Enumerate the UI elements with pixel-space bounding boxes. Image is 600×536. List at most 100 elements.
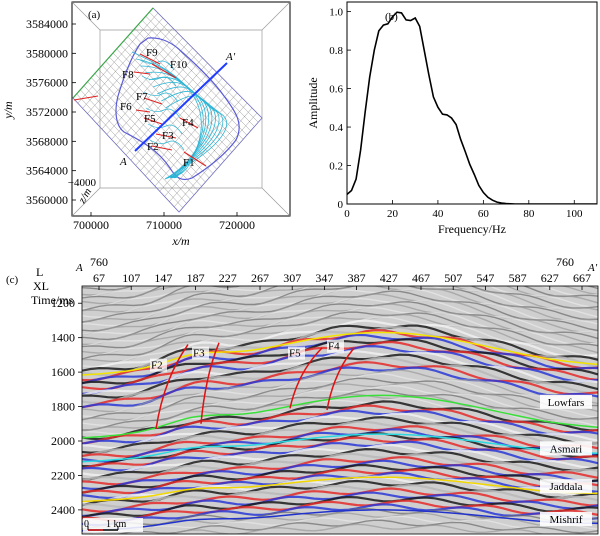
panel-b-spectrum: 0 20 40 60 80 100 0 0.2 0.4 0.6 0.8 1.0 (b) Frequen… [306,1,598,236]
seismic-reflector [82,409,598,445]
seismic-reflector [82,468,598,495]
grid-line [149,11,259,123]
panel-a-contours [115,37,240,181]
panel-c-time-label: Time/ms [31,293,74,307]
panel-c-label: (c) [6,274,19,286]
x-tick-label: 0 [344,208,350,220]
seismic-fault [326,347,355,411]
grid-line [149,87,233,182]
xl-tick-label: 667 [573,271,591,285]
seismic-fault [289,347,323,409]
horizon-label-jaddala: Jaddala [550,481,583,493]
seismic-reflector [82,290,598,341]
panel-b-label: (b) [385,11,398,23]
seismic-reflector [82,286,598,327]
seismic-reflector [82,286,598,305]
x-tick-label: 60 [478,208,490,220]
seismic-reflector [82,412,598,449]
map-fault-label-f3: F3 [162,130,174,142]
seismic-reflector [82,369,598,413]
section-line-a-a-prime [134,62,228,152]
grid-line [145,16,255,127]
contour-line [164,95,228,180]
grid-edge [72,7,154,99]
seismic-reflector [82,301,598,349]
map-fault [151,145,173,151]
panel-a-box-edges [71,1,291,217]
horizon-jaddala [82,476,598,503]
y-tick-label: 3572000 [26,105,68,119]
grid-line [134,28,244,140]
y-tick-label: 0.4 [329,122,343,134]
y-tick-label: 0 [338,199,344,211]
xl-tick-label: 587 [509,271,527,285]
seismic-reflector [82,393,598,433]
time-tick-label: 1600 [51,365,75,379]
map-fault [135,109,151,113]
grid-line [174,112,258,207]
y-tick-label: 1.0 [329,7,343,19]
seismic-reflector [82,384,598,427]
section-fault-label-f4: F4 [328,341,340,353]
seismic-reflector [82,313,598,363]
seismic-reflectors [82,286,598,534]
panel-a-faults [73,53,207,167]
seismic-reflector [82,456,598,486]
map-fault-label-f2: F2 [147,141,159,153]
map-fault [143,97,163,105]
grid-line [145,82,228,176]
seismic-reflector [82,382,598,421]
xl-tick-label: 347 [315,271,333,285]
map-fault [179,117,199,129]
time-tick-label: 1400 [51,331,75,345]
xl-tick-label: 467 [412,271,430,285]
panel-c-frame [81,285,599,535]
x-tick-label: 720000 [219,218,255,232]
grid-line [138,24,248,136]
seismic-faults [155,342,355,430]
y-tick-label: 3584000 [26,17,68,31]
horizon-label-box [540,511,592,526]
contour-line [148,77,213,179]
panel-c-line-end: A′ [587,262,598,274]
xl-tick-label: 107 [122,271,140,285]
panel-c-xl-row-label: XL [33,279,49,293]
grid-line [130,67,213,161]
y-tick-label: 0.2 [329,161,343,173]
panel-a-line-start-label: A [119,156,127,168]
map-fault-label-f5: F5 [144,113,156,125]
horizon-label-box [540,479,592,494]
panel-b-x-axis-label: Frequency/Hz [438,222,506,236]
panel-a-y-axis-label: y/m [1,101,15,120]
section-fault-label-f3: F3 [193,348,205,360]
time-tick-label: 2400 [51,503,75,517]
y-tick-label: 3560000 [26,193,68,207]
panel-a-z-tick: −4000 [68,177,97,189]
map-fault [143,117,163,125]
map-fault [151,63,177,79]
panel-c-l-start-value: 760 [90,255,108,269]
horizon-asmari [82,433,598,463]
x-tick-label: 40 [432,208,444,220]
section-fault-label-f5: F5 [289,348,301,360]
seismic-reflector [82,440,598,472]
map-fault [139,53,161,65]
panel-a-line-end-label: A′ [225,51,236,63]
contour-line [136,58,204,179]
map-fault-label-f6: F6 [120,101,132,113]
seismic-reflector [82,425,598,458]
seismic-reflector [82,452,598,482]
seismic-reflector [82,495,598,519]
y-tick-label: 3580000 [26,46,68,60]
panel-a-label: (a) [88,9,101,21]
time-tick-label: 1800 [51,400,75,414]
seismic-fault [155,344,189,430]
contour-line [141,75,177,87]
interpreted-horizons [82,331,598,532]
fault-label-box [150,358,167,372]
seismic-reflector [82,515,598,534]
map-fault-label-f8: F8 [122,69,134,81]
map-fault [133,71,151,75]
x-tick-label: 80 [523,208,535,220]
y-tick-label: 0.6 [329,84,343,96]
